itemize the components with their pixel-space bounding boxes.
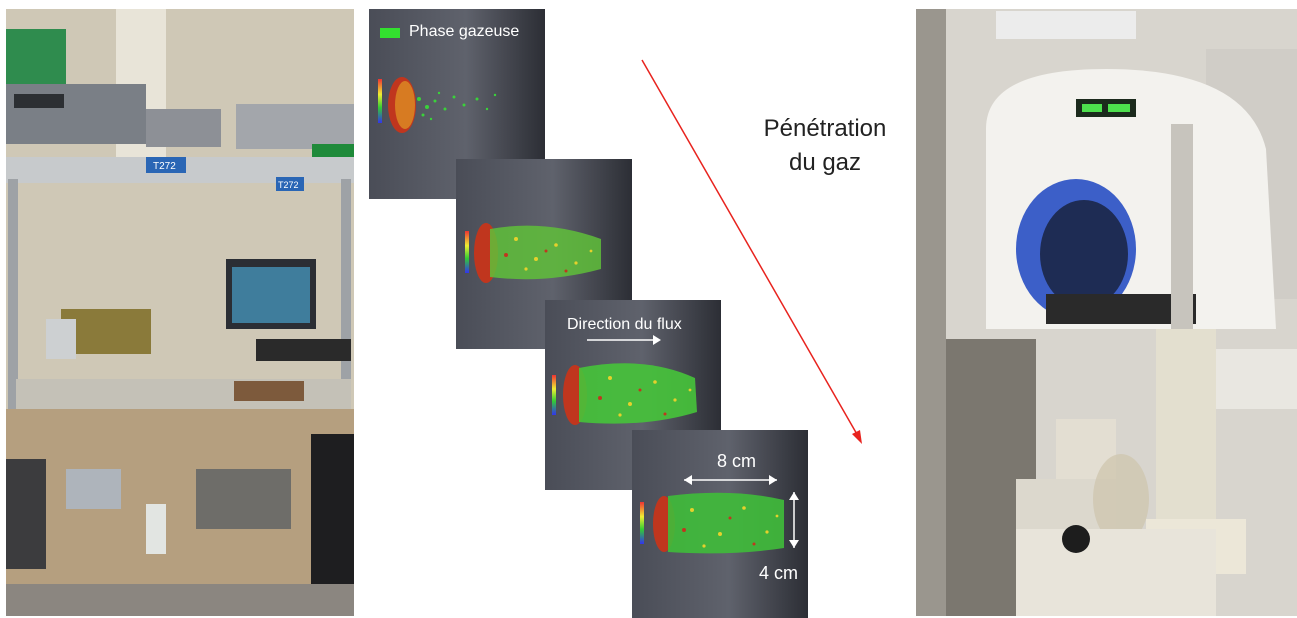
tag-label-2: T272 — [278, 180, 299, 190]
penetration-line1: Pénétration — [763, 115, 887, 142]
legend-swatch — [380, 28, 400, 38]
flow-direction-label: Direction du flux — [567, 316, 682, 333]
lab-bench-photo: T272 T272 — [6, 9, 354, 616]
gas-plume-2 — [465, 223, 601, 283]
lab-bench-illustration: T272 T272 — [6, 9, 354, 616]
height-label: 4 cm — [759, 563, 799, 583]
penetration-label: Pénétration du gaz — [740, 112, 910, 180]
penetration-line2: du gaz — [788, 149, 862, 176]
ct-scanner-illustration — [916, 9, 1297, 616]
tomography-panel-4: 8 cm 4 cm — [632, 430, 808, 618]
legend-label: Phase gazeuse — [409, 23, 520, 40]
gas-plume-1 — [378, 77, 497, 133]
ct-scanner-photo — [916, 9, 1297, 616]
gas-plume-3 — [552, 335, 697, 425]
tag-label-1: T272 — [153, 161, 176, 172]
width-label: 8 cm — [717, 451, 757, 471]
gas-plume-4 — [640, 475, 799, 554]
